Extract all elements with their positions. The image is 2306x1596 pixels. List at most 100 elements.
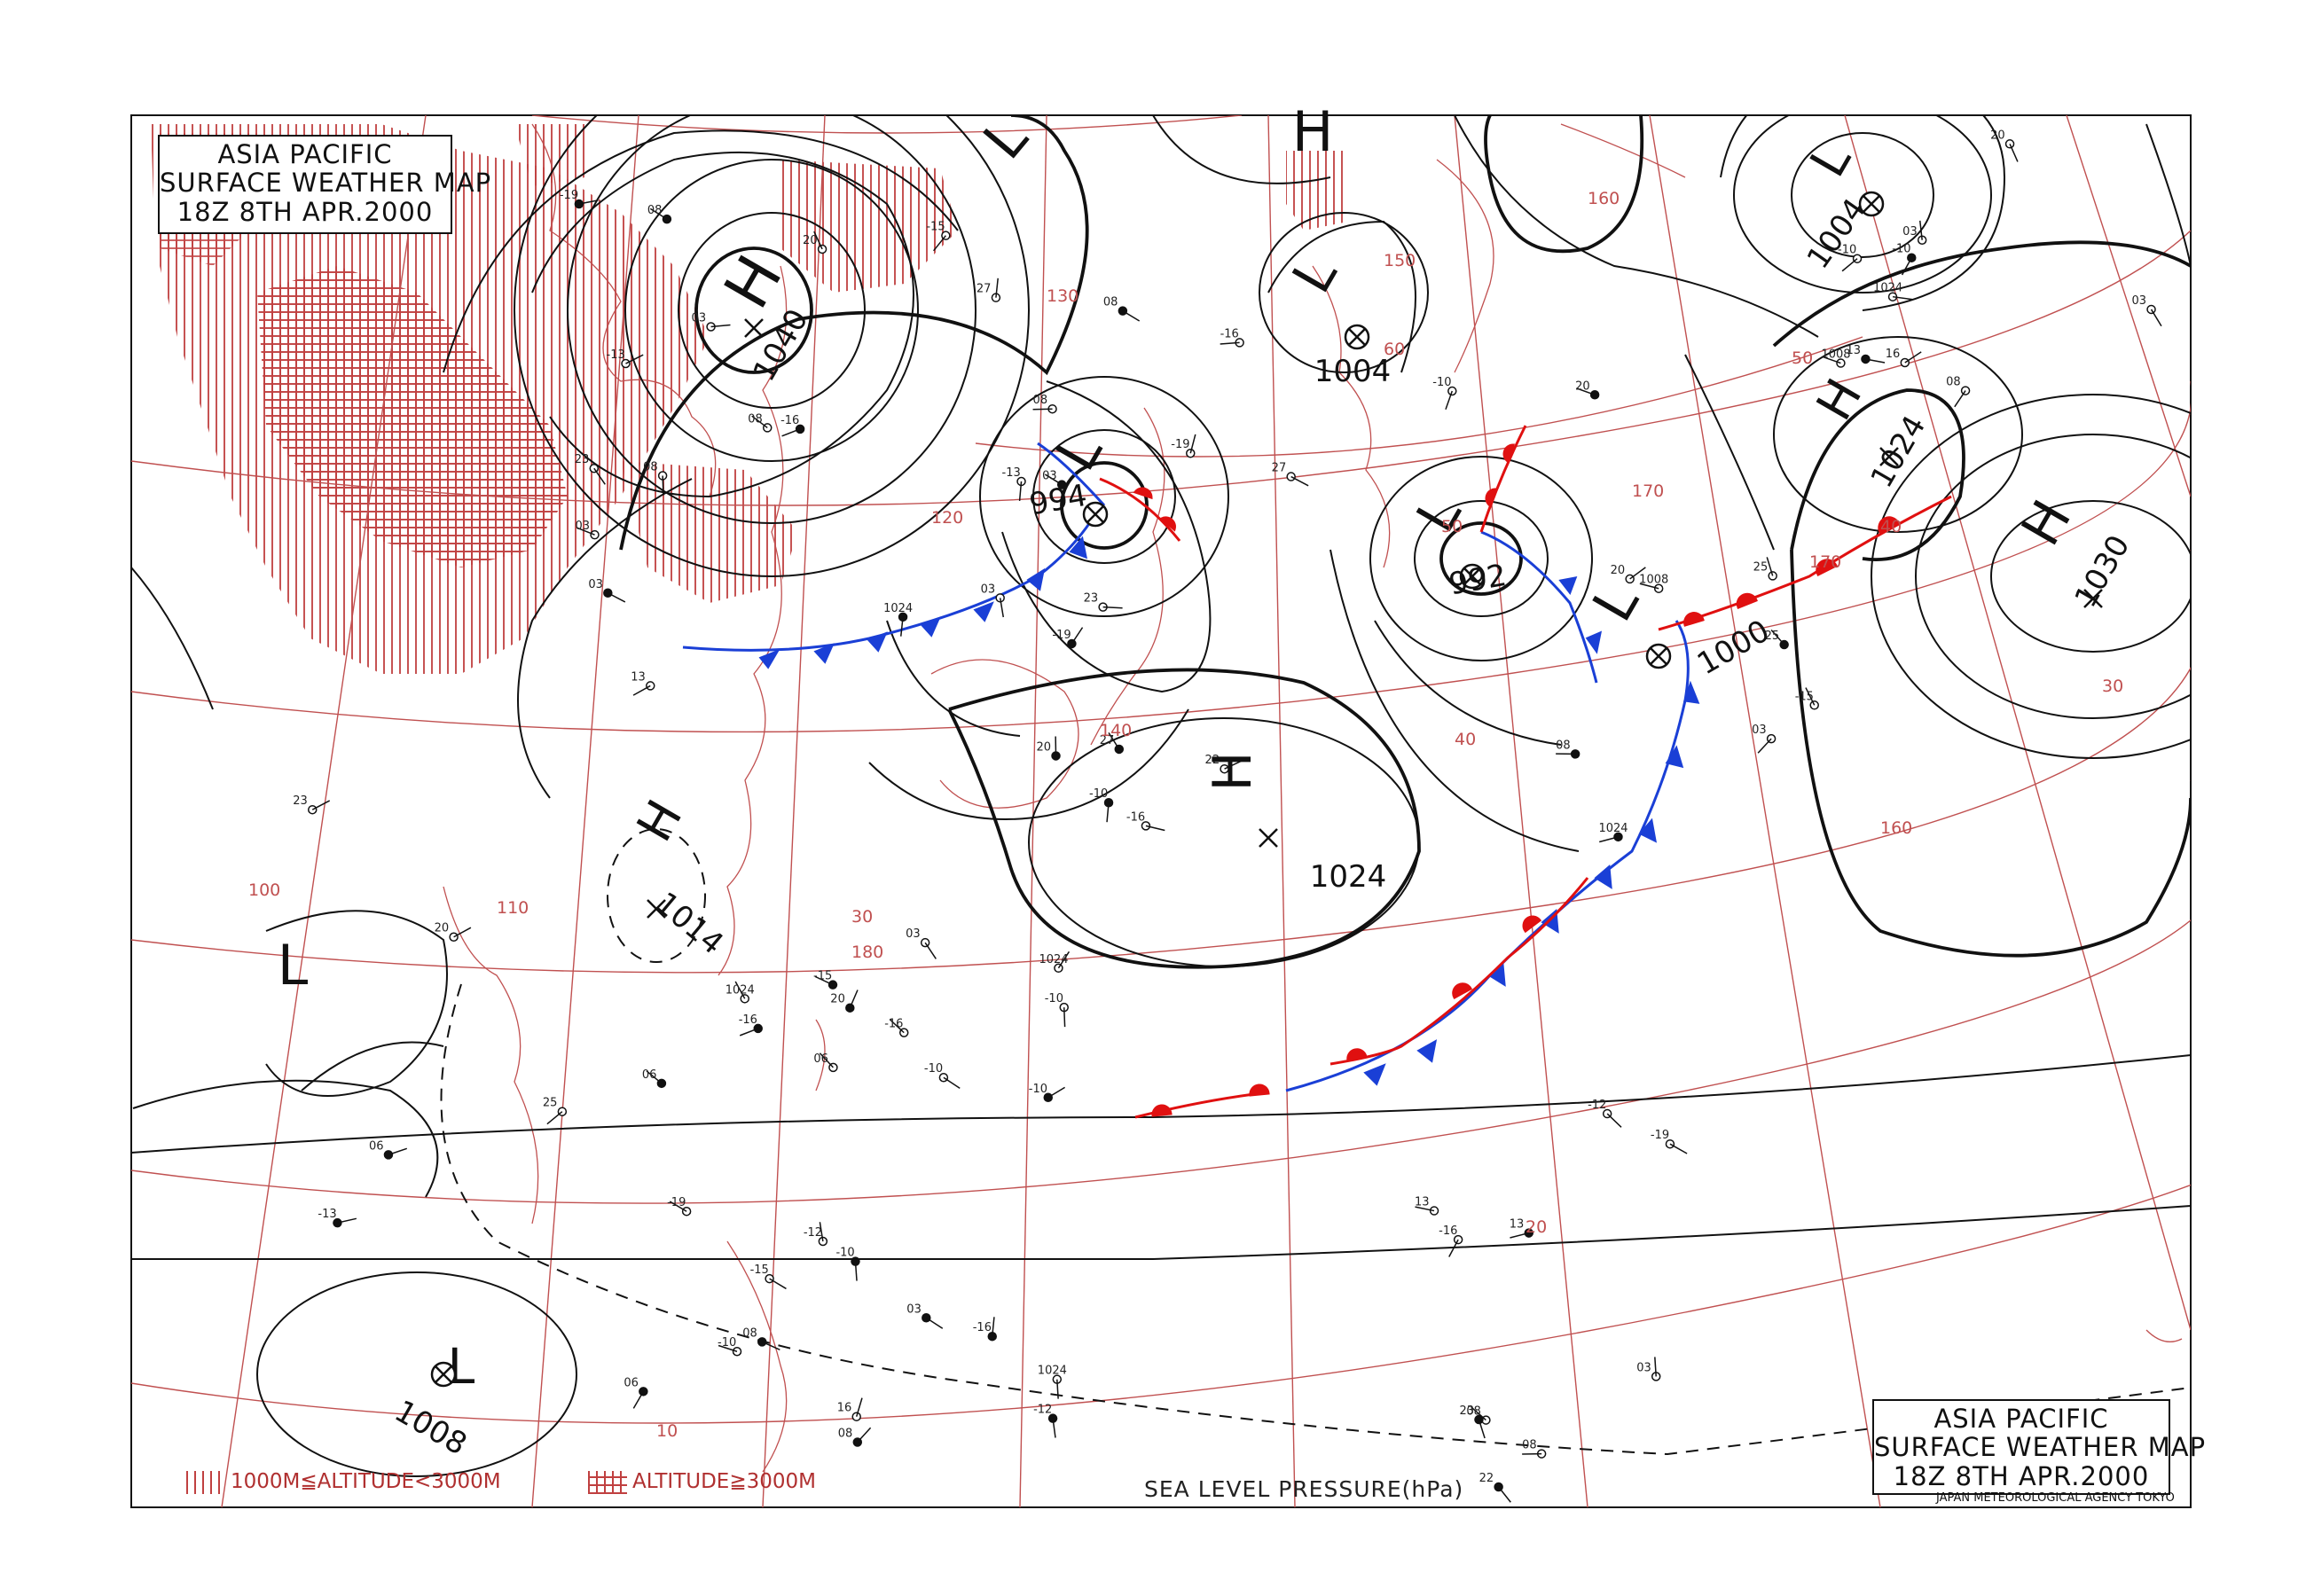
station-plot: 03 [1636, 1357, 1661, 1381]
title-line-3: 18Z 8TH APR.2000 [1893, 1460, 2150, 1491]
wind-barb [769, 1278, 787, 1290]
station-value: 20 [1990, 129, 2005, 142]
central-pressure-value: 1040 [747, 303, 816, 387]
station-plot: 1024 [1038, 1365, 1067, 1399]
station-value: -16 [884, 1018, 903, 1031]
station-value: -16 [739, 1013, 757, 1027]
wind-barb [632, 685, 651, 696]
legend-mid-altitude: 1000M≦ALTITUDE<3000M [186, 1470, 501, 1494]
low-symbol: L [1281, 246, 1350, 303]
bold-isobars [619, 115, 2191, 969]
wind-barb [649, 207, 668, 220]
wind-barb [1599, 836, 1619, 843]
station-value: 1024 [1038, 1365, 1067, 1378]
station-value: 06 [813, 1052, 828, 1066]
longitude-label: 170 [1632, 481, 1664, 501]
station-plot: -16 [780, 414, 805, 437]
station-plot: 20 [1990, 129, 2019, 162]
station-value: -16 [1126, 810, 1145, 824]
station-plot: -15 [750, 1264, 787, 1290]
center-cross [2083, 589, 2103, 608]
station-plots: 08 08 03 03 -19 13 03 23 -13 08 03 20 08 -13 27 20 -15 10… [293, 129, 2162, 1503]
wind-barb [751, 415, 768, 429]
longitude-label: 160 [1880, 818, 1912, 838]
station-plot: -12 [1033, 1404, 1058, 1438]
wind-barb [1415, 1206, 1435, 1212]
legend-high-label: ALTITUDE≧3000M [632, 1470, 816, 1493]
station-value: -16 [780, 414, 799, 427]
station-value: 1024 [1873, 282, 1902, 295]
wind-barb [1901, 257, 1912, 276]
longitude-label: 150 [1384, 251, 1416, 270]
longitude-label: 170 [1809, 552, 1841, 572]
station-value: 27 [1100, 734, 1115, 747]
station-plot: -16 [1126, 810, 1165, 832]
station-plot: 1024 [1598, 822, 1628, 843]
station-value: 03 [906, 1303, 922, 1316]
station-plot: 13 [1415, 1196, 1439, 1216]
wind-barb [933, 235, 946, 252]
station-plot: 23 [1084, 592, 1123, 612]
station-plot: 25 [543, 1097, 568, 1125]
wind-barb [1290, 475, 1309, 487]
wind-barb [2009, 144, 2019, 162]
station-plot: 03 [906, 1303, 944, 1329]
station-value: 22 [1205, 754, 1220, 767]
station-value: 08 [1466, 1405, 1481, 1419]
wind-barb [813, 231, 823, 250]
station-plot: 08 [1103, 296, 1141, 322]
wind-barb [607, 592, 626, 603]
wind-barb [1629, 567, 1646, 580]
station-plot: 08 [1466, 1405, 1491, 1425]
wind-barb [992, 1317, 995, 1337]
high-symbol: H [1805, 370, 1872, 430]
longitude-label: 130 [1047, 286, 1078, 306]
station-plot: 1024 [726, 981, 755, 1004]
station-value: 20 [830, 993, 845, 1006]
wind-barb [814, 975, 834, 986]
station-value: 03 [2132, 294, 2147, 308]
station-value: 03 [981, 583, 996, 596]
station-value: -10 [924, 1062, 943, 1076]
station-value: 25 [543, 1097, 558, 1110]
station-plot: -16 [884, 1018, 909, 1037]
station-plot: -19 [1651, 1129, 1688, 1154]
map-title-top: ASIA PACIFIC SURFACE WEATHER MAP 18Z 8TH… [158, 135, 490, 234]
dashed-isobars [440, 828, 2191, 1456]
longitude-label: 100 [248, 880, 280, 900]
station-value: -16 [1220, 327, 1239, 340]
title-line-2: SURFACE WEATHER MAP [1874, 1432, 2207, 1463]
central-pressure-value: 1014 [648, 885, 730, 961]
station-plot: 06 [813, 1052, 838, 1073]
wind-barb [718, 1344, 738, 1352]
station-plot: 16 [837, 1397, 863, 1421]
map-title-bottom: ASIA PACIFIC SURFACE WEATHER MAP 18Z 8TH… [1872, 1399, 2207, 1495]
station-plot: 27 [1272, 462, 1309, 487]
wind-barb [849, 990, 859, 1009]
hatch-swatch-high [588, 1470, 627, 1494]
wind-barb [1057, 951, 1071, 969]
wind-barb [632, 1390, 645, 1409]
station-plot: 13 [1846, 344, 1886, 364]
wind-barb [578, 200, 599, 205]
station-value: 22 [1479, 1472, 1494, 1485]
station-plot: -15 [813, 970, 838, 990]
station-value: -19 [560, 189, 578, 202]
wind-barb [710, 324, 731, 328]
station-value: -19 [1651, 1129, 1669, 1142]
high-symbol: H [1202, 751, 1264, 791]
wind-barb [1445, 390, 1454, 411]
station-plot: 13 [1510, 1218, 1534, 1239]
wind-barb [593, 467, 606, 485]
wind-barb [819, 1222, 824, 1242]
station-plot: 03 [981, 583, 1005, 618]
station-value: 27 [977, 283, 992, 296]
station-plot: 1024 [1873, 282, 1912, 301]
wind-barb [1892, 295, 1912, 301]
high-symbol: H [1292, 99, 1334, 164]
latitude-label: 10 [656, 1421, 678, 1441]
